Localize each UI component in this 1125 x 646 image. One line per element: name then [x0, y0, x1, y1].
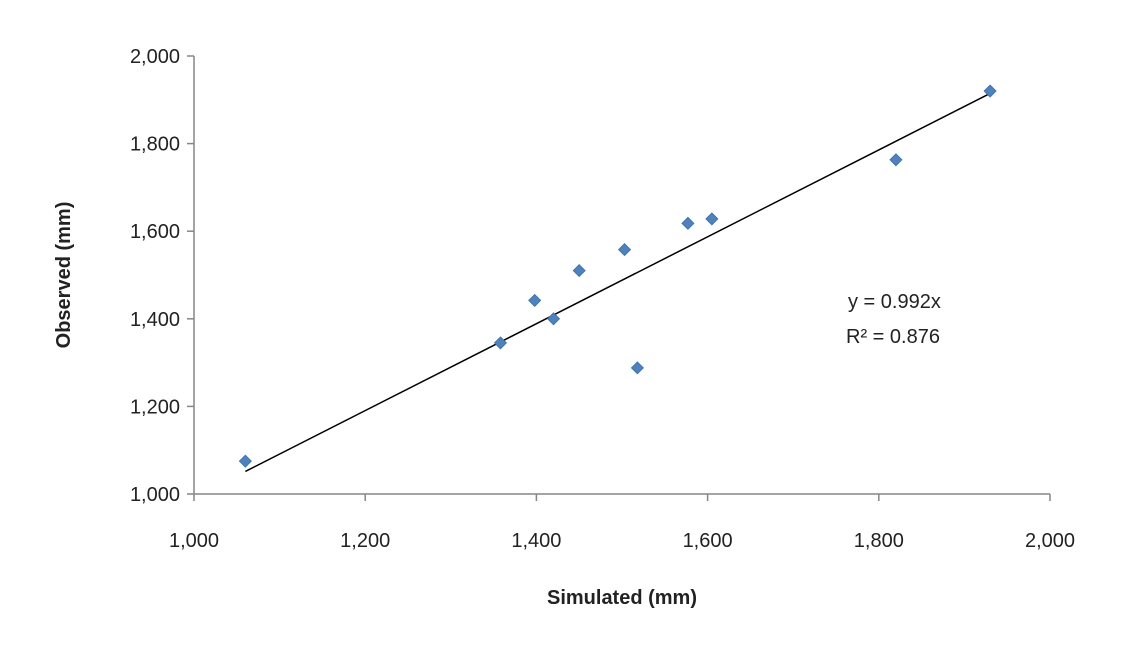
data-point — [528, 293, 542, 307]
data-point — [705, 212, 719, 226]
y-tick-label: 1,200 — [130, 396, 180, 418]
x-tick-label: 1,600 — [683, 530, 733, 552]
plot-area: 1,000 1,200 1,400 1,600 1,800 2,000 1,000 1,20… — [130, 46, 1075, 552]
data-point — [238, 454, 252, 468]
x-tick-label: 1,400 — [511, 530, 561, 552]
data-point — [630, 361, 644, 375]
data-point — [681, 216, 695, 230]
data-point — [618, 243, 632, 257]
r-squared-label: R² = 0.876 — [846, 326, 940, 348]
trendline — [245, 92, 991, 473]
x-axis-ticks: 1,000 1,200 1,400 1,600 1,800 2,000 — [169, 494, 1075, 552]
y-axis-ticks: 1,000 1,200 1,400 1,600 1,800 2,000 — [130, 46, 194, 506]
x-tick-label: 1,800 — [854, 530, 904, 552]
x-axis-title: Simulated (mm) — [547, 587, 697, 609]
data-point — [493, 336, 508, 350]
y-tick-label: 1,800 — [130, 134, 180, 156]
data-points — [238, 84, 997, 468]
y-axis-title: Observed (mm) — [53, 202, 75, 349]
y-tick-label: 2,000 — [130, 46, 180, 68]
data-point — [983, 84, 997, 98]
x-tick-label: 1,000 — [169, 530, 219, 552]
y-tick-label: 1,400 — [130, 309, 180, 331]
data-point — [572, 264, 586, 278]
data-point — [889, 153, 903, 167]
y-tick-label: 1,000 — [130, 484, 180, 506]
x-tick-label: 2,000 — [1025, 530, 1075, 552]
data-point — [546, 312, 561, 326]
x-tick-label: 1,200 — [340, 530, 390, 552]
trendline-equation: y = 0.992x — [848, 291, 941, 313]
y-tick-label: 1,600 — [130, 221, 180, 243]
